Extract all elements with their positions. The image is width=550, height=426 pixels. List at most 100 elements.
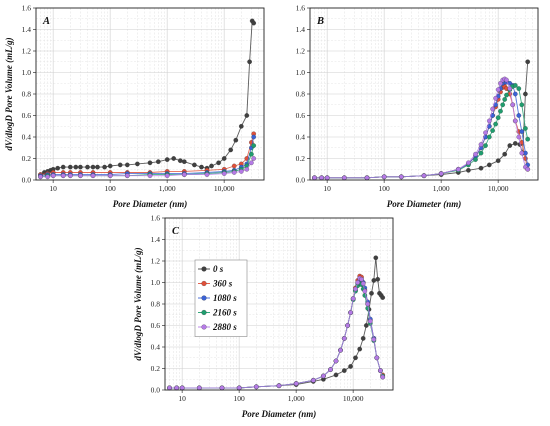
y-tick-label: 0.2	[151, 364, 161, 373]
data-point	[333, 358, 339, 364]
data-point	[374, 355, 380, 361]
data-point	[371, 337, 377, 342]
data-point	[179, 385, 185, 391]
data-point	[478, 142, 484, 147]
data-point	[512, 83, 518, 88]
data-point	[312, 175, 317, 181]
y-tick-label: 0.0	[296, 176, 306, 185]
data-point	[345, 323, 350, 328]
data-point	[328, 367, 333, 372]
data-point	[155, 159, 161, 165]
data-point	[177, 158, 183, 164]
data-point	[478, 165, 484, 171]
x-tick-label: 100	[379, 184, 391, 193]
x-tick-label: 10	[178, 394, 186, 403]
data-point	[135, 161, 140, 167]
grid	[35, 7, 265, 181]
data-point	[365, 301, 371, 307]
y-tick-label: 1.6	[296, 4, 306, 13]
legend-marker	[201, 280, 207, 287]
x-tick-label: 10	[323, 184, 331, 193]
x-tick-label: 10	[49, 184, 57, 193]
x-axis-label: Pore Diameter (nm)	[242, 409, 317, 419]
y-tick-label: 0.4	[296, 133, 306, 142]
data-point	[500, 102, 506, 108]
data-point	[221, 156, 227, 161]
data-point	[490, 106, 495, 112]
data-point	[147, 160, 153, 166]
data-point	[486, 118, 492, 124]
x-tick-label: 100	[234, 394, 246, 403]
data-point	[516, 86, 522, 91]
y-axis-label: dV/dlogD Pore Volume (mL/g)	[4, 37, 14, 150]
legend-label: 0 s	[213, 264, 224, 274]
data-point	[199, 164, 204, 170]
data-point	[228, 147, 234, 153]
data-point	[338, 347, 343, 353]
data-point	[238, 169, 244, 174]
data-point	[493, 95, 498, 101]
data-point	[490, 128, 495, 133]
data-point	[236, 385, 242, 391]
y-tick-label: 1.6	[151, 214, 161, 223]
data-point	[498, 108, 503, 114]
data-point	[502, 151, 508, 157]
data-point	[483, 130, 488, 136]
data-point	[495, 87, 501, 93]
data-point	[238, 123, 244, 129]
data-point	[380, 374, 386, 380]
data-point	[192, 162, 197, 168]
data-point	[466, 160, 471, 166]
data-point	[486, 134, 492, 140]
data-point	[516, 113, 522, 118]
legend-label: 2160 s	[212, 308, 237, 318]
x-tick-label: 10,000	[214, 184, 235, 193]
data-point	[495, 115, 501, 121]
legend-label: 2880 s	[212, 322, 237, 332]
plot-frame	[309, 7, 539, 181]
legend-label: 1080 s	[213, 293, 237, 303]
y-tick-label: 0.4	[22, 133, 32, 142]
data-point	[251, 134, 257, 140]
data-point	[219, 385, 225, 391]
data-point	[276, 383, 282, 389]
data-point	[216, 160, 221, 166]
y-tick-label: 1.0	[296, 68, 306, 77]
data-point	[102, 164, 107, 170]
data-point	[167, 385, 172, 391]
data-point	[247, 59, 252, 65]
data-point	[512, 91, 518, 97]
data-point	[249, 160, 254, 166]
data-point	[350, 296, 356, 301]
y-tick-label: 0.6	[296, 111, 306, 120]
data-point	[363, 323, 369, 328]
data-point	[519, 150, 525, 156]
y-tick-label: 1.0	[22, 68, 32, 77]
data-point	[353, 286, 358, 292]
data-point	[373, 255, 379, 261]
series-line	[169, 277, 384, 389]
data-point	[380, 295, 386, 300]
data-point	[90, 173, 96, 179]
data-point	[367, 318, 373, 324]
data-point	[495, 158, 501, 164]
x-axis-label: Pore Diameter (nm)	[113, 199, 188, 209]
data-point	[341, 368, 347, 373]
data-point	[348, 364, 353, 369]
data-point	[341, 175, 347, 181]
data-point	[359, 276, 364, 282]
data-point	[519, 129, 525, 134]
data-point	[90, 164, 96, 170]
data-point	[398, 174, 404, 180]
panel-label: A	[42, 16, 50, 27]
plot-frame	[35, 7, 265, 181]
data-point	[196, 385, 202, 391]
data-point	[209, 163, 214, 169]
y-tick-label: 0.4	[151, 343, 161, 352]
series-2880-s	[38, 156, 257, 180]
data-point	[181, 159, 187, 165]
data-point	[357, 346, 363, 352]
data-point	[438, 171, 444, 176]
data-point	[107, 173, 113, 179]
panel-c: 0.0 0.2 0.4 0.6 0.8 1.0 1.2 1.4 1.6 10 100 1,000 10,…	[133, 214, 394, 419]
